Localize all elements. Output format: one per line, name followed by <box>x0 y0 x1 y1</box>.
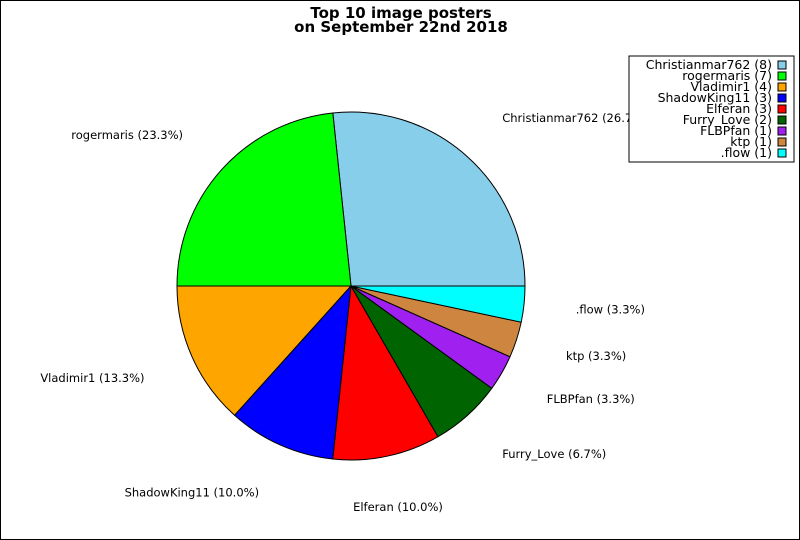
pie-slice-christianmar762 <box>332 111 526 287</box>
chart-title-line-2: on September 22nd 2018 <box>294 18 508 36</box>
pie-slice-elferan <box>332 284 439 461</box>
legend-swatch-christianmar762 <box>777 60 787 70</box>
legend-swatch-flow <box>777 148 787 158</box>
pie-label-flow: .flow (3.3%) <box>576 303 645 317</box>
pie-label-rogermaris: rogermaris (23.3%) <box>71 128 183 142</box>
pie-label-flbpfan: FLBPfan (3.3%) <box>547 392 635 406</box>
legend-swatch-elferan <box>777 104 787 114</box>
pie-label-shadowking11: ShadowKing11 (10.0%) <box>125 485 260 499</box>
pie-slice-rogermaris <box>176 112 352 287</box>
pie-label-christianmar762: Christianmar762 (26.7%) <box>502 111 647 125</box>
legend-label-flow: .flow (1) <box>721 145 772 160</box>
pie-slice-vladimir1 <box>176 285 353 417</box>
legend-label-ktp: ktp (1) <box>730 134 772 149</box>
pie-label-vladimir1: Vladimir1 (13.3%) <box>40 371 144 385</box>
legend-label-furry-love: Furry_Love (2) <box>683 112 772 127</box>
chart-title-line-1: Top 10 image posters <box>310 4 491 22</box>
legend-label-rogermaris: rogermaris (7) <box>682 68 772 83</box>
legend-label-elferan: Elferan (3) <box>706 101 772 116</box>
legend: Christianmar762 (8)rogermaris (7)Vladimi… <box>628 55 795 163</box>
pie-label-ktp: ktp (3.3%) <box>566 349 626 363</box>
legend-swatch-shadowking11 <box>777 93 787 103</box>
legend-swatch-furry-love <box>777 115 787 125</box>
legend-swatch-ktp <box>777 137 787 147</box>
pie-slice-flow <box>350 285 526 323</box>
legend-swatch-vladimir1 <box>777 82 787 92</box>
legend-label-christianmar762: Christianmar762 (8) <box>646 57 772 72</box>
legend-label-shadowking11: ShadowKing11 (3) <box>658 90 772 105</box>
legend-label-flbpfan: FLBPfan (1) <box>700 123 772 138</box>
pie-slice-shadowking11 <box>233 284 352 460</box>
legend-box <box>628 55 795 163</box>
pie-labels: Christianmar762 (26.7%) rogermaris (23.3%… <box>40 111 647 514</box>
pie-label-elferan: Elferan (10.0%) <box>353 500 443 514</box>
pie-label-furry-love: Furry_Love (6.7%) <box>502 447 606 461</box>
legend-swatch-flbpfan <box>777 126 787 136</box>
pie-slices <box>176 111 526 461</box>
legend-label-vladimir1: Vladimir1 (4) <box>690 79 772 94</box>
legend-swatch-rogermaris <box>777 71 787 81</box>
